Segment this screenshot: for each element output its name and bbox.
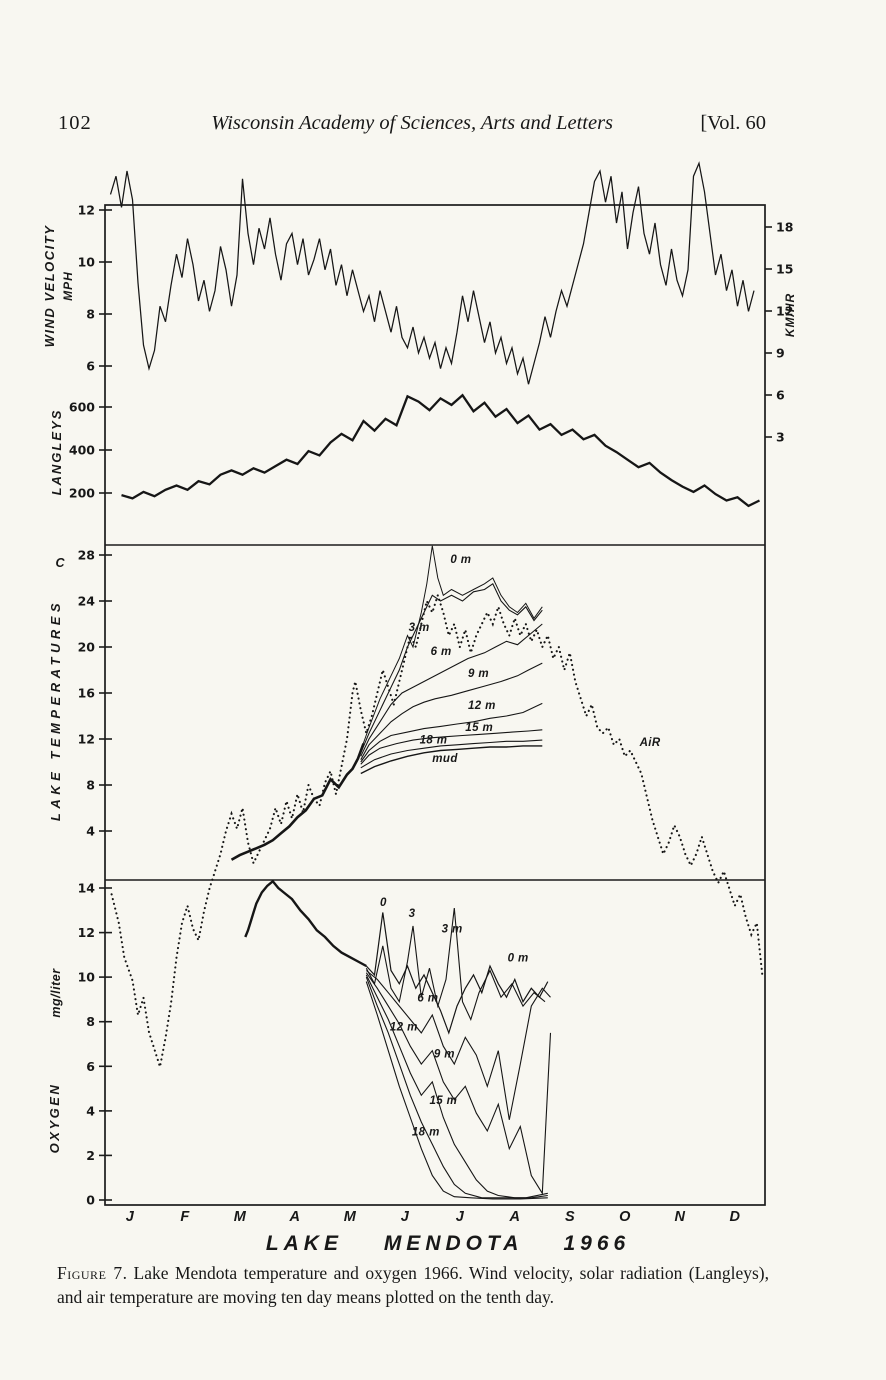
series-p3-6-m [365, 970, 551, 1120]
axis-title: KM/HR [783, 293, 797, 337]
depth-annotation: 0 [380, 897, 387, 909]
y-axis-tick-label: 8 [86, 307, 95, 322]
depth-annotation: 18 m [420, 735, 448, 747]
series-p3-12-m [365, 974, 548, 1199]
depth-annotation: AiR [639, 737, 661, 749]
month-label: J [456, 1209, 465, 1225]
y-axis-tick-label: 12 [78, 732, 95, 747]
right-axis-tick-label: 6 [776, 388, 785, 403]
month-label: M [344, 1209, 357, 1225]
right-axis-tick-label: 9 [776, 346, 785, 361]
y-axis-tick-label: 8 [86, 1014, 95, 1029]
journal-title: Wisconsin Academy of Sciences, Arts and … [211, 112, 614, 134]
month-label: F [180, 1209, 190, 1225]
depth-annotation: 12 m [468, 700, 496, 712]
y-axis-tick-label: 400 [69, 443, 95, 458]
y-axis-tick-label: 600 [69, 400, 95, 415]
y-axis-tick-label: 200 [69, 486, 95, 501]
series-p3-9-m [365, 972, 552, 1196]
axis-title: C [55, 556, 65, 570]
series-p2-9-m [360, 662, 543, 760]
y-axis-tick-label: 20 [78, 640, 96, 655]
chart-frame [104, 204, 766, 1206]
y-axis-tick-label: 16 [78, 686, 96, 701]
y-axis-tick-label: 10 [78, 255, 96, 270]
series-p2-6-m [360, 623, 543, 757]
series-p3-all-depths-spring-isothermal [244, 879, 367, 968]
series-p2-mud [360, 745, 543, 775]
series-p0-wind-velocity-mph [109, 161, 755, 385]
month-label: D [730, 1209, 741, 1225]
figure-caption-text: Lake Mendota temperature and oxygen 1966… [57, 1263, 769, 1308]
page-header: 102 Wisconsin Academy of Sciences, Arts … [58, 112, 766, 135]
month-label: S [565, 1209, 575, 1225]
volume-label: [Vol. 60 [700, 112, 766, 134]
series-p2-12-m [360, 702, 543, 763]
depth-annotation: 18 m [412, 1126, 440, 1138]
y-axis-tick-label: 12 [78, 925, 95, 940]
axis-title: WIND VELOCITY [42, 225, 57, 348]
depth-annotation: 0 m [450, 554, 471, 566]
series-p2-18-m [360, 739, 543, 769]
depth-annotation: 15 m [465, 722, 493, 734]
month-label: J [401, 1209, 410, 1225]
figure-caption-label: Figure 7. [57, 1263, 128, 1283]
axis-title: LAKE TEMPERATURES [48, 599, 63, 821]
y-axis-tick-label: 0 [86, 1193, 95, 1208]
depth-annotation: 6 m [417, 993, 438, 1005]
series-p3-3-m [365, 908, 546, 1022]
series-p3-15-m [365, 976, 548, 1199]
month-label: A [509, 1209, 520, 1225]
month-label: O [619, 1209, 631, 1225]
series-p1-solar-radiation-langleys [121, 393, 761, 508]
month-label: M [234, 1209, 247, 1225]
depth-annotation: mud [432, 753, 458, 765]
axis-title: OXYGEN [47, 1083, 62, 1154]
y-axis-tick-label: 12 [78, 203, 95, 218]
month-label: N [675, 1209, 686, 1225]
month-label: A [289, 1209, 300, 1225]
y-axis-tick-label: 28 [78, 548, 95, 563]
depth-annotation: 3 m [409, 622, 430, 634]
right-axis-tick-label: 3 [776, 430, 785, 445]
right-axis-tick-label: 15 [776, 262, 793, 277]
depth-annotation: 9 m [468, 668, 489, 680]
series-p2-3-m [360, 582, 543, 754]
y-axis-tick-label: 4 [86, 824, 95, 839]
y-axis-tick-label: 10 [78, 970, 96, 985]
y-axis-tick-label: 2 [86, 1148, 95, 1163]
depth-annotation: 3 m [442, 924, 463, 936]
series-p3-0-m [365, 912, 549, 1035]
series-p2-15-m [360, 729, 543, 765]
y-axis-tick-label: 8 [86, 778, 95, 793]
axis-title: MPH [61, 271, 75, 301]
depth-annotation: 15 m [430, 1095, 458, 1107]
axis-title: mg/liter [49, 968, 63, 1018]
y-axis-tick-label: 6 [86, 1059, 95, 1074]
x-axis-title: LAKE MENDOTA 1966 [266, 1232, 630, 1255]
series-p2-air-temperature [110, 591, 764, 1068]
depth-annotation: 3 [409, 908, 416, 920]
axis-title: LANGLEYS [49, 409, 64, 496]
y-axis-tick-label: 4 [86, 1103, 95, 1118]
series-p3-18-m [365, 981, 548, 1200]
series-p2-all-depths-spring-isothermal [230, 743, 365, 861]
figure-caption: Figure 7. Lake Mendota temperature and ox… [57, 1261, 769, 1309]
right-axis-tick-label: 18 [776, 220, 793, 235]
y-axis-tick-label: 6 [86, 359, 95, 374]
depth-annotation: 9 m [434, 1048, 455, 1060]
depth-annotation: 6 m [431, 646, 452, 658]
right-axis-tick-label: 12 [776, 304, 793, 319]
y-axis-tick-label: 14 [78, 881, 96, 896]
series-p2-0-m [360, 545, 543, 751]
y-axis-tick-label: 24 [78, 594, 96, 609]
depth-annotation: 0 m [508, 953, 529, 965]
depth-annotation: 12 m [390, 1022, 418, 1034]
page-number: 102 [58, 112, 92, 134]
month-label: J [126, 1209, 135, 1225]
